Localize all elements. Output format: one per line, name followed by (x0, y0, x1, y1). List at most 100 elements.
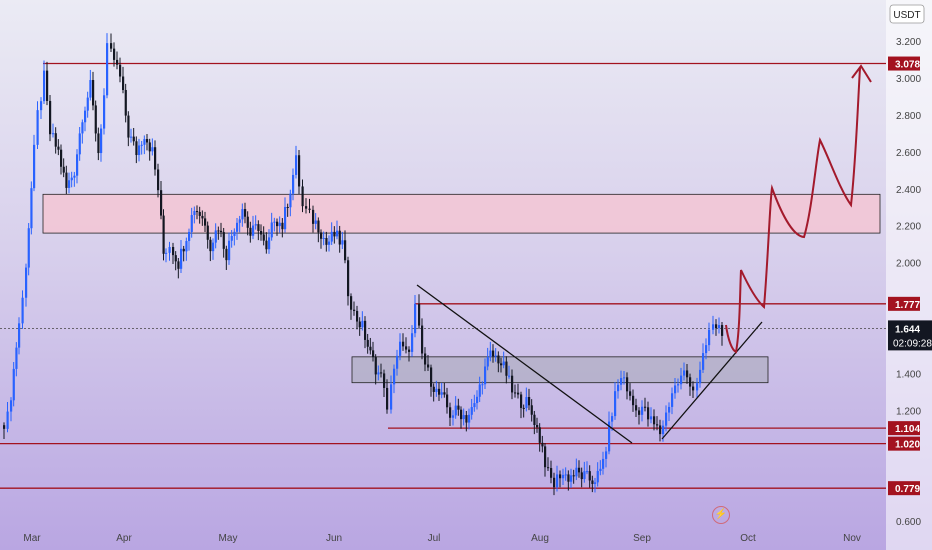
candle-body (52, 133, 55, 135)
candle-body (364, 320, 367, 340)
candle-body (292, 174, 295, 194)
candle-body (486, 357, 489, 367)
candle-body (151, 147, 154, 152)
candle-body (68, 180, 71, 188)
candle-body (97, 133, 100, 154)
candle-body (43, 70, 46, 102)
candle-body (333, 231, 336, 237)
candle-body (550, 468, 553, 478)
candle-body (127, 115, 130, 138)
level-badge-text: 1.777 (895, 300, 920, 311)
candle-body (281, 222, 284, 230)
y-tick-label: 2.000 (896, 259, 921, 270)
candle-body (644, 406, 647, 408)
candle-body (626, 377, 629, 392)
candle-body (278, 222, 281, 227)
candle-body (40, 101, 43, 111)
candle-body (214, 230, 217, 243)
candle-body (432, 386, 435, 392)
candle-body (599, 468, 602, 471)
candle-body (122, 76, 125, 90)
unit-badge (889, 4, 925, 24)
candle-body (338, 230, 341, 245)
candle-body (570, 475, 573, 482)
candle-body (614, 391, 617, 417)
supply-zone (42, 193, 881, 234)
candle-body (372, 350, 375, 358)
candle-body (193, 211, 196, 216)
candle-body (116, 59, 119, 65)
candle-body (680, 375, 683, 385)
candle-body (418, 303, 421, 326)
candle-body (641, 406, 644, 415)
level-badge-1.020 (888, 436, 920, 451)
candle-body (154, 147, 157, 170)
candle-body (489, 350, 492, 358)
candle-body (443, 392, 446, 395)
candle-body (204, 218, 207, 226)
candle-body (525, 397, 528, 408)
x-tick-label: Jun (326, 533, 342, 544)
candle-body (533, 414, 536, 425)
candle-body (241, 209, 244, 220)
x-tick-label: Apr (116, 533, 132, 544)
candle-body (238, 219, 241, 223)
candle-body (328, 241, 331, 245)
candle-body (212, 242, 215, 252)
candle-body (553, 477, 556, 488)
candle-body (623, 377, 626, 379)
candle-body (511, 375, 514, 393)
y-tick-label: 2.600 (896, 148, 921, 159)
candle-body (12, 368, 15, 401)
candle-body (446, 394, 449, 408)
candle-body (225, 248, 228, 261)
y-tick-label: 2.400 (896, 185, 921, 196)
candle-body (25, 267, 28, 298)
candle-body (449, 407, 452, 418)
candle-body (564, 474, 567, 476)
candle-body (583, 471, 586, 480)
candle-body (386, 387, 389, 410)
candle-body (629, 391, 632, 396)
candle-body (160, 190, 163, 216)
candle-body (70, 177, 73, 181)
candle-body (665, 412, 668, 426)
candle-body (538, 427, 541, 443)
candle-body (143, 139, 146, 145)
candle-body (514, 392, 517, 394)
candle-body (113, 48, 116, 60)
candle-body (301, 186, 304, 207)
candle-body (62, 166, 65, 173)
current-price-text: 1.644 (895, 324, 920, 335)
candle-body (522, 407, 525, 409)
candle-body (478, 384, 481, 397)
candle-body (588, 471, 591, 481)
candle-body (402, 341, 405, 347)
level-badge-text: 1.104 (895, 424, 920, 435)
candle-body (408, 349, 411, 352)
timeframe-lightning-icon[interactable]: ⚡ (712, 506, 730, 524)
candle-body (586, 471, 589, 473)
candle-body (162, 215, 165, 254)
candle-body (254, 224, 257, 226)
candle-body (78, 133, 81, 155)
candle-body (347, 260, 350, 297)
candle-body (686, 370, 689, 378)
candle-body (721, 325, 724, 336)
candle-body (567, 474, 570, 482)
x-tick-label: Jul (428, 533, 441, 544)
candle-body (718, 325, 721, 329)
candle-body (110, 43, 113, 49)
current-price-badge (888, 320, 932, 351)
candle-body (341, 240, 344, 245)
candle-body (206, 225, 209, 240)
candle-body (460, 409, 463, 420)
candle-body (383, 373, 386, 388)
candle-body (308, 208, 311, 210)
y-tick-label: 1.400 (896, 369, 921, 380)
price-axis-bg (886, 0, 932, 550)
candle-body (268, 237, 271, 250)
candle-body (715, 324, 718, 329)
